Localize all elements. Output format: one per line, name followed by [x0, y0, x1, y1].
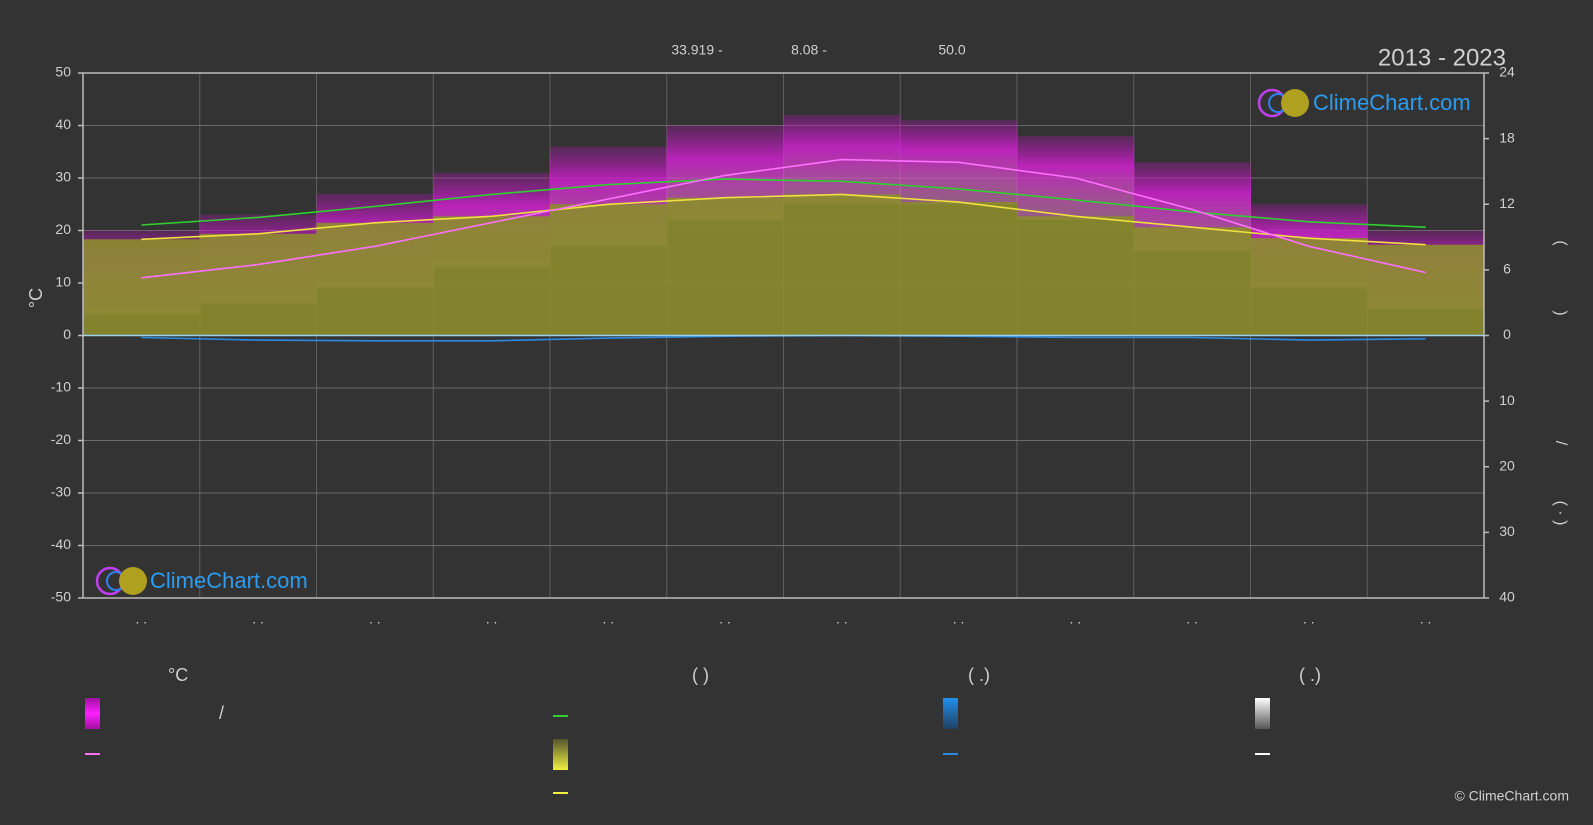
y2-tick-label: 18: [1499, 129, 1515, 145]
y3-axis-label: ( · ): [1552, 501, 1569, 526]
sunshine-area: [316, 222, 434, 336]
sunshine-area: [83, 239, 201, 336]
y3-tick-label: 30: [1499, 523, 1515, 539]
subtitle-part: 8.08 -: [791, 42, 827, 58]
y2-tick-label: 12: [1499, 195, 1515, 211]
logo: ClimeChart.com: [1257, 88, 1471, 118]
x-tick-label: . .: [953, 611, 965, 627]
y-tick-label: -10: [51, 379, 71, 395]
y2-axis-label: (: [1552, 240, 1569, 246]
series-line: [141, 158, 1426, 279]
y3-tick-label: 40: [1499, 589, 1515, 605]
legend-header: °C: [168, 665, 188, 685]
y-tick-label: -20: [51, 431, 71, 447]
x-tick-label: . .: [252, 611, 264, 627]
sunshine-area: [1017, 216, 1135, 336]
sunshine-area: [666, 197, 784, 336]
x-tick-label: . .: [1186, 611, 1198, 627]
y2-tick-label: 24: [1499, 64, 1515, 80]
legend-header: ( .): [968, 665, 990, 685]
legend: °C ( ) ( .) ( .) /: [85, 665, 1321, 794]
y-tick-label: 50: [55, 64, 71, 80]
y3-tick-label: 10: [1499, 392, 1515, 408]
legend-swatch: [85, 698, 100, 729]
sunshine-area: [1367, 244, 1485, 336]
logo: ClimeChart.com: [95, 566, 308, 596]
y-tick-label: 0: [63, 326, 71, 342]
y-tick-label: 30: [55, 169, 71, 185]
y-tick-label: 20: [55, 221, 71, 237]
sunshine-area: [1133, 227, 1251, 336]
sunshine-area: [1250, 238, 1368, 336]
logo-text: ClimeChart.com: [1313, 90, 1471, 115]
chart-title: 2013 - 2023: [1378, 44, 1506, 71]
y2-axis-label: ): [1552, 310, 1569, 315]
x-tick-label: . .: [1420, 611, 1432, 627]
sunshine-area: [900, 202, 1018, 336]
copyright: © ClimeChart.com: [1454, 788, 1569, 804]
sunshine-area: [199, 233, 317, 336]
y-tick-label: 40: [55, 116, 71, 132]
plot-area: -50 -40 -30 -20 -10 0 10 20 30 40 50 0 6 12 18 24 10 20 30…: [51, 64, 1515, 627]
y2-tick-label: 6: [1503, 261, 1511, 277]
y2-tick-label: 0: [1503, 326, 1511, 342]
subtitle-part: 33.919 -: [671, 42, 723, 58]
y-axis-label: °C: [26, 288, 46, 308]
x-tick-label: . .: [1070, 611, 1082, 627]
y-tick-label: -50: [51, 589, 71, 605]
legend-swatch: [1255, 698, 1270, 729]
x-tick-label: . .: [603, 611, 615, 627]
sunshine-area: [783, 194, 901, 336]
series-line: [141, 178, 1426, 228]
x-tick-label: . .: [136, 611, 148, 627]
x-tick-label: . .: [719, 611, 731, 627]
legend-swatch: [943, 698, 958, 729]
y3-tick-label: 20: [1499, 457, 1515, 473]
y-tick-label: -40: [51, 536, 71, 552]
y-tick-label: 10: [55, 274, 71, 290]
legend-header: ( .): [1299, 665, 1321, 685]
y-tick-label: -30: [51, 484, 71, 500]
legend-swatch: [553, 739, 568, 770]
y3-axis-label: /: [1552, 441, 1569, 446]
subtitle-part: 50.0: [938, 42, 965, 58]
x-tick-label: . .: [486, 611, 498, 627]
sunshine-area: [433, 216, 551, 336]
series-line: [141, 193, 1426, 246]
legend-header: ( ): [692, 665, 709, 685]
sunshine-area: [550, 204, 668, 336]
logo-text: ClimeChart.com: [150, 568, 308, 593]
x-tick-label: . .: [836, 611, 848, 627]
legend-text: /: [219, 703, 224, 723]
x-tick-label: . .: [1303, 611, 1315, 627]
x-tick-label: . .: [369, 611, 381, 627]
